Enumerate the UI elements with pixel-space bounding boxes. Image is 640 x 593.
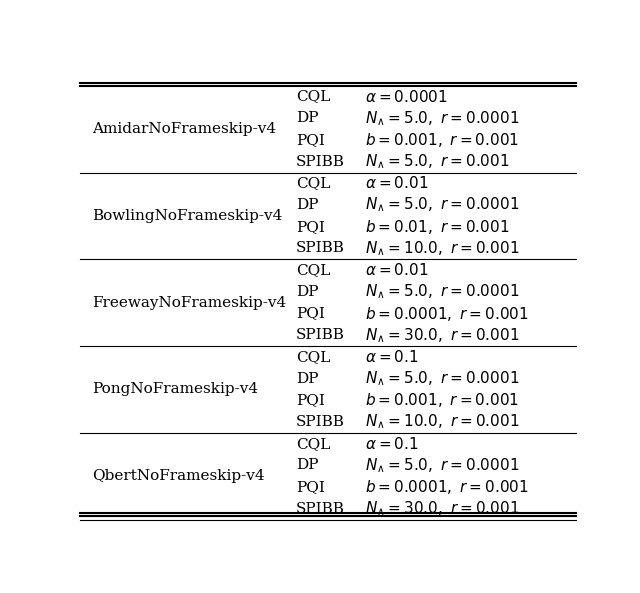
Text: CQL: CQL xyxy=(296,263,330,277)
Text: PQI: PQI xyxy=(296,393,324,407)
Text: CQL: CQL xyxy=(296,350,330,364)
Text: QbertNoFrameskip-v4: QbertNoFrameskip-v4 xyxy=(92,469,265,483)
Text: $N_{\wedge} = 5.0,\ r = 0.0001$: $N_{\wedge} = 5.0,\ r = 0.0001$ xyxy=(365,456,520,474)
Text: SPIBB: SPIBB xyxy=(296,328,344,342)
Text: $\alpha = 0.1$: $\alpha = 0.1$ xyxy=(365,436,419,452)
Text: $\alpha = 0.0001$: $\alpha = 0.0001$ xyxy=(365,88,448,104)
Text: $b = 0.001,\ r = 0.001$: $b = 0.001,\ r = 0.001$ xyxy=(365,131,519,149)
Text: $b = 0.01,\ r = 0.001$: $b = 0.01,\ r = 0.001$ xyxy=(365,218,509,236)
Text: $N_{\wedge} = 30.0,\ r = 0.001$: $N_{\wedge} = 30.0,\ r = 0.001$ xyxy=(365,499,520,518)
Text: $N_{\wedge} = 5.0,\ r = 0.0001$: $N_{\wedge} = 5.0,\ r = 0.0001$ xyxy=(365,196,520,215)
Text: $N_{\wedge} = 10.0,\ r = 0.001$: $N_{\wedge} = 10.0,\ r = 0.001$ xyxy=(365,239,520,258)
Text: DP: DP xyxy=(296,111,318,125)
Text: SPIBB: SPIBB xyxy=(296,155,344,168)
Text: FreewayNoFrameskip-v4: FreewayNoFrameskip-v4 xyxy=(92,296,287,310)
Text: $\alpha = 0.01$: $\alpha = 0.01$ xyxy=(365,176,428,192)
Text: SPIBB: SPIBB xyxy=(296,502,344,516)
Text: $\alpha = 0.01$: $\alpha = 0.01$ xyxy=(365,262,428,278)
Text: $N_{\wedge} = 5.0,\ r = 0.001$: $N_{\wedge} = 5.0,\ r = 0.001$ xyxy=(365,152,510,171)
Text: PQI: PQI xyxy=(296,307,324,320)
Text: PQI: PQI xyxy=(296,220,324,234)
Text: $N_{\wedge} = 5.0,\ r = 0.0001$: $N_{\wedge} = 5.0,\ r = 0.0001$ xyxy=(365,369,520,388)
Text: SPIBB: SPIBB xyxy=(296,241,344,256)
Text: AmidarNoFrameskip-v4: AmidarNoFrameskip-v4 xyxy=(92,122,276,136)
Text: $N_{\wedge} = 30.0,\ r = 0.001$: $N_{\wedge} = 30.0,\ r = 0.001$ xyxy=(365,326,520,345)
Text: DP: DP xyxy=(296,458,318,473)
Text: $N_{\wedge} = 5.0,\ r = 0.0001$: $N_{\wedge} = 5.0,\ r = 0.0001$ xyxy=(365,109,520,127)
Text: CQL: CQL xyxy=(296,436,330,451)
Text: $b = 0.0001,\ r = 0.001$: $b = 0.0001,\ r = 0.001$ xyxy=(365,478,529,496)
Text: PQI: PQI xyxy=(296,133,324,147)
Text: DP: DP xyxy=(296,285,318,299)
Text: PQI: PQI xyxy=(296,480,324,494)
Text: $b = 0.0001,\ r = 0.001$: $b = 0.0001,\ r = 0.001$ xyxy=(365,305,529,323)
Text: $b = 0.001,\ r = 0.001$: $b = 0.001,\ r = 0.001$ xyxy=(365,391,519,409)
Text: SPIBB: SPIBB xyxy=(296,415,344,429)
Text: $N_{\wedge} = 5.0,\ r = 0.0001$: $N_{\wedge} = 5.0,\ r = 0.0001$ xyxy=(365,282,520,301)
Text: $\alpha = 0.1$: $\alpha = 0.1$ xyxy=(365,349,419,365)
Text: PongNoFrameskip-v4: PongNoFrameskip-v4 xyxy=(92,382,259,396)
Text: CQL: CQL xyxy=(296,176,330,190)
Text: DP: DP xyxy=(296,372,318,385)
Text: CQL: CQL xyxy=(296,90,330,104)
Text: $N_{\wedge} = 10.0,\ r = 0.001$: $N_{\wedge} = 10.0,\ r = 0.001$ xyxy=(365,413,520,431)
Text: BowlingNoFrameskip-v4: BowlingNoFrameskip-v4 xyxy=(92,209,283,223)
Text: DP: DP xyxy=(296,198,318,212)
